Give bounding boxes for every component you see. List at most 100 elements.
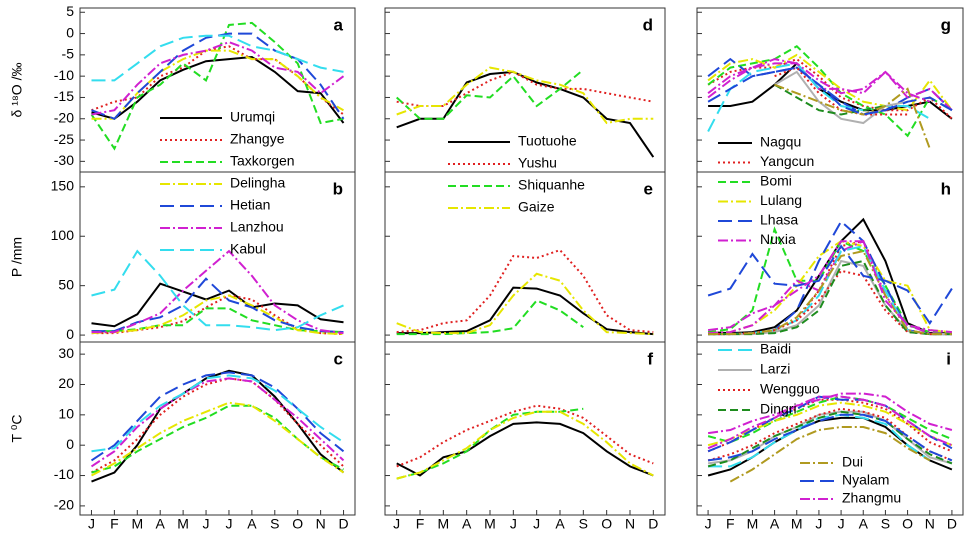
series-line bbox=[708, 239, 952, 336]
panel-frame bbox=[384, 341, 666, 516]
y-axis-label: P /mm bbox=[9, 237, 25, 277]
series-line bbox=[729, 426, 931, 483]
x-tick-label: D bbox=[947, 516, 957, 532]
y-tick-label: -10 bbox=[54, 67, 74, 83]
x-tick-label: M bbox=[131, 516, 143, 532]
legend-label: Nuxia bbox=[760, 231, 796, 247]
x-tick-label: D bbox=[338, 516, 348, 532]
y-tick-label: 10 bbox=[58, 406, 74, 422]
x-tick-label: A bbox=[555, 516, 565, 532]
x-tick-label: F bbox=[726, 516, 735, 532]
series-line bbox=[774, 83, 886, 116]
x-tick-label: O bbox=[902, 516, 913, 532]
panel-label: a bbox=[334, 15, 344, 34]
series-line bbox=[396, 272, 654, 336]
series-line bbox=[708, 61, 953, 120]
x-tick-label: J bbox=[705, 516, 712, 532]
series-line bbox=[396, 410, 654, 480]
legend-label: Dui bbox=[842, 454, 863, 470]
series-line bbox=[707, 413, 953, 462]
x-tick-label: N bbox=[625, 516, 635, 532]
series-line bbox=[708, 240, 952, 336]
panel-label: e bbox=[644, 179, 653, 198]
legend-label: Nagqu bbox=[760, 134, 801, 150]
x-tick-label: M bbox=[177, 516, 189, 532]
x-tick-label: F bbox=[110, 516, 119, 532]
panel-label: d bbox=[643, 15, 653, 34]
legend-label: Gaize bbox=[518, 199, 555, 215]
y-tick-label: 150 bbox=[51, 178, 75, 194]
panel-label: c bbox=[334, 349, 343, 368]
series-line bbox=[707, 57, 953, 120]
series-line bbox=[91, 49, 344, 120]
y-tick-label: -25 bbox=[54, 131, 74, 147]
x-tick-label: D bbox=[648, 516, 658, 532]
x-tick-label: A bbox=[247, 516, 257, 532]
series-line bbox=[707, 45, 953, 138]
legend-label: Lhasa bbox=[760, 212, 798, 228]
panel-label: g bbox=[941, 15, 951, 34]
x-tick-label: J bbox=[203, 516, 210, 532]
panel-frame bbox=[696, 7, 964, 173]
x-tick-label: A bbox=[859, 516, 869, 532]
series-line bbox=[707, 57, 953, 116]
series-line bbox=[91, 294, 344, 336]
legend-label: Yushu bbox=[518, 155, 557, 171]
series-line bbox=[91, 32, 345, 120]
series-line bbox=[91, 377, 345, 474]
x-tick-label: S bbox=[881, 516, 890, 532]
y-tick-label: 0 bbox=[66, 24, 74, 40]
legend-label: Dingri bbox=[760, 401, 797, 417]
y-axis-label: δ ¹⁸O /‰ bbox=[9, 63, 25, 118]
legend-label: Bomi bbox=[760, 173, 792, 189]
series-line bbox=[91, 249, 344, 332]
legend-label: Baidi bbox=[760, 341, 791, 357]
series-line bbox=[707, 62, 931, 103]
legend-label: Delingha bbox=[230, 175, 285, 191]
legend-label: Kabul bbox=[230, 241, 266, 257]
x-tick-label: A bbox=[462, 516, 472, 532]
x-tick-label: J bbox=[225, 516, 232, 532]
series-line bbox=[396, 66, 654, 125]
legend-label: Yangcun bbox=[760, 153, 814, 169]
panel-label: f bbox=[647, 349, 653, 368]
panel-label: i bbox=[946, 349, 951, 368]
series-line bbox=[707, 392, 953, 435]
x-tick-label: N bbox=[316, 516, 326, 532]
y-tick-label: 30 bbox=[58, 345, 74, 361]
series-line bbox=[707, 62, 931, 132]
y-tick-label: 5 bbox=[66, 3, 74, 19]
series-line bbox=[774, 66, 908, 116]
panel-label: b bbox=[333, 179, 343, 198]
legend-label: Lulang bbox=[760, 192, 802, 208]
panel-frame bbox=[696, 341, 964, 516]
legend-label: Shiquanhe bbox=[518, 177, 585, 193]
x-tick-label: N bbox=[925, 516, 935, 532]
x-tick-label: M bbox=[437, 516, 449, 532]
series-line bbox=[707, 407, 953, 462]
panel-frame bbox=[79, 171, 356, 343]
series-line bbox=[90, 377, 345, 468]
x-tick-label: O bbox=[292, 516, 303, 532]
series-line bbox=[707, 395, 953, 444]
series-line bbox=[396, 70, 654, 107]
series-line bbox=[91, 374, 345, 453]
series-line bbox=[91, 401, 345, 477]
y-tick-label: -30 bbox=[54, 152, 74, 168]
series-line bbox=[707, 66, 953, 116]
x-tick-label: J bbox=[393, 516, 400, 532]
x-tick-label: J bbox=[838, 516, 845, 532]
y-axis-label: T ⁰C bbox=[9, 415, 25, 443]
y-tick-label: -15 bbox=[54, 88, 74, 104]
series-line bbox=[91, 249, 344, 335]
panel-frame bbox=[384, 171, 666, 343]
y-tick-label: -20 bbox=[54, 497, 74, 513]
legend-label: Hetian bbox=[230, 197, 270, 213]
legend-label: Wengguo bbox=[760, 381, 820, 397]
legend-label: Zhangmu bbox=[842, 490, 901, 506]
series-line bbox=[91, 282, 344, 328]
legend-label: Tuotuohe bbox=[518, 133, 577, 149]
legend-label: Zhangye bbox=[230, 131, 285, 147]
series-line bbox=[90, 21, 344, 151]
